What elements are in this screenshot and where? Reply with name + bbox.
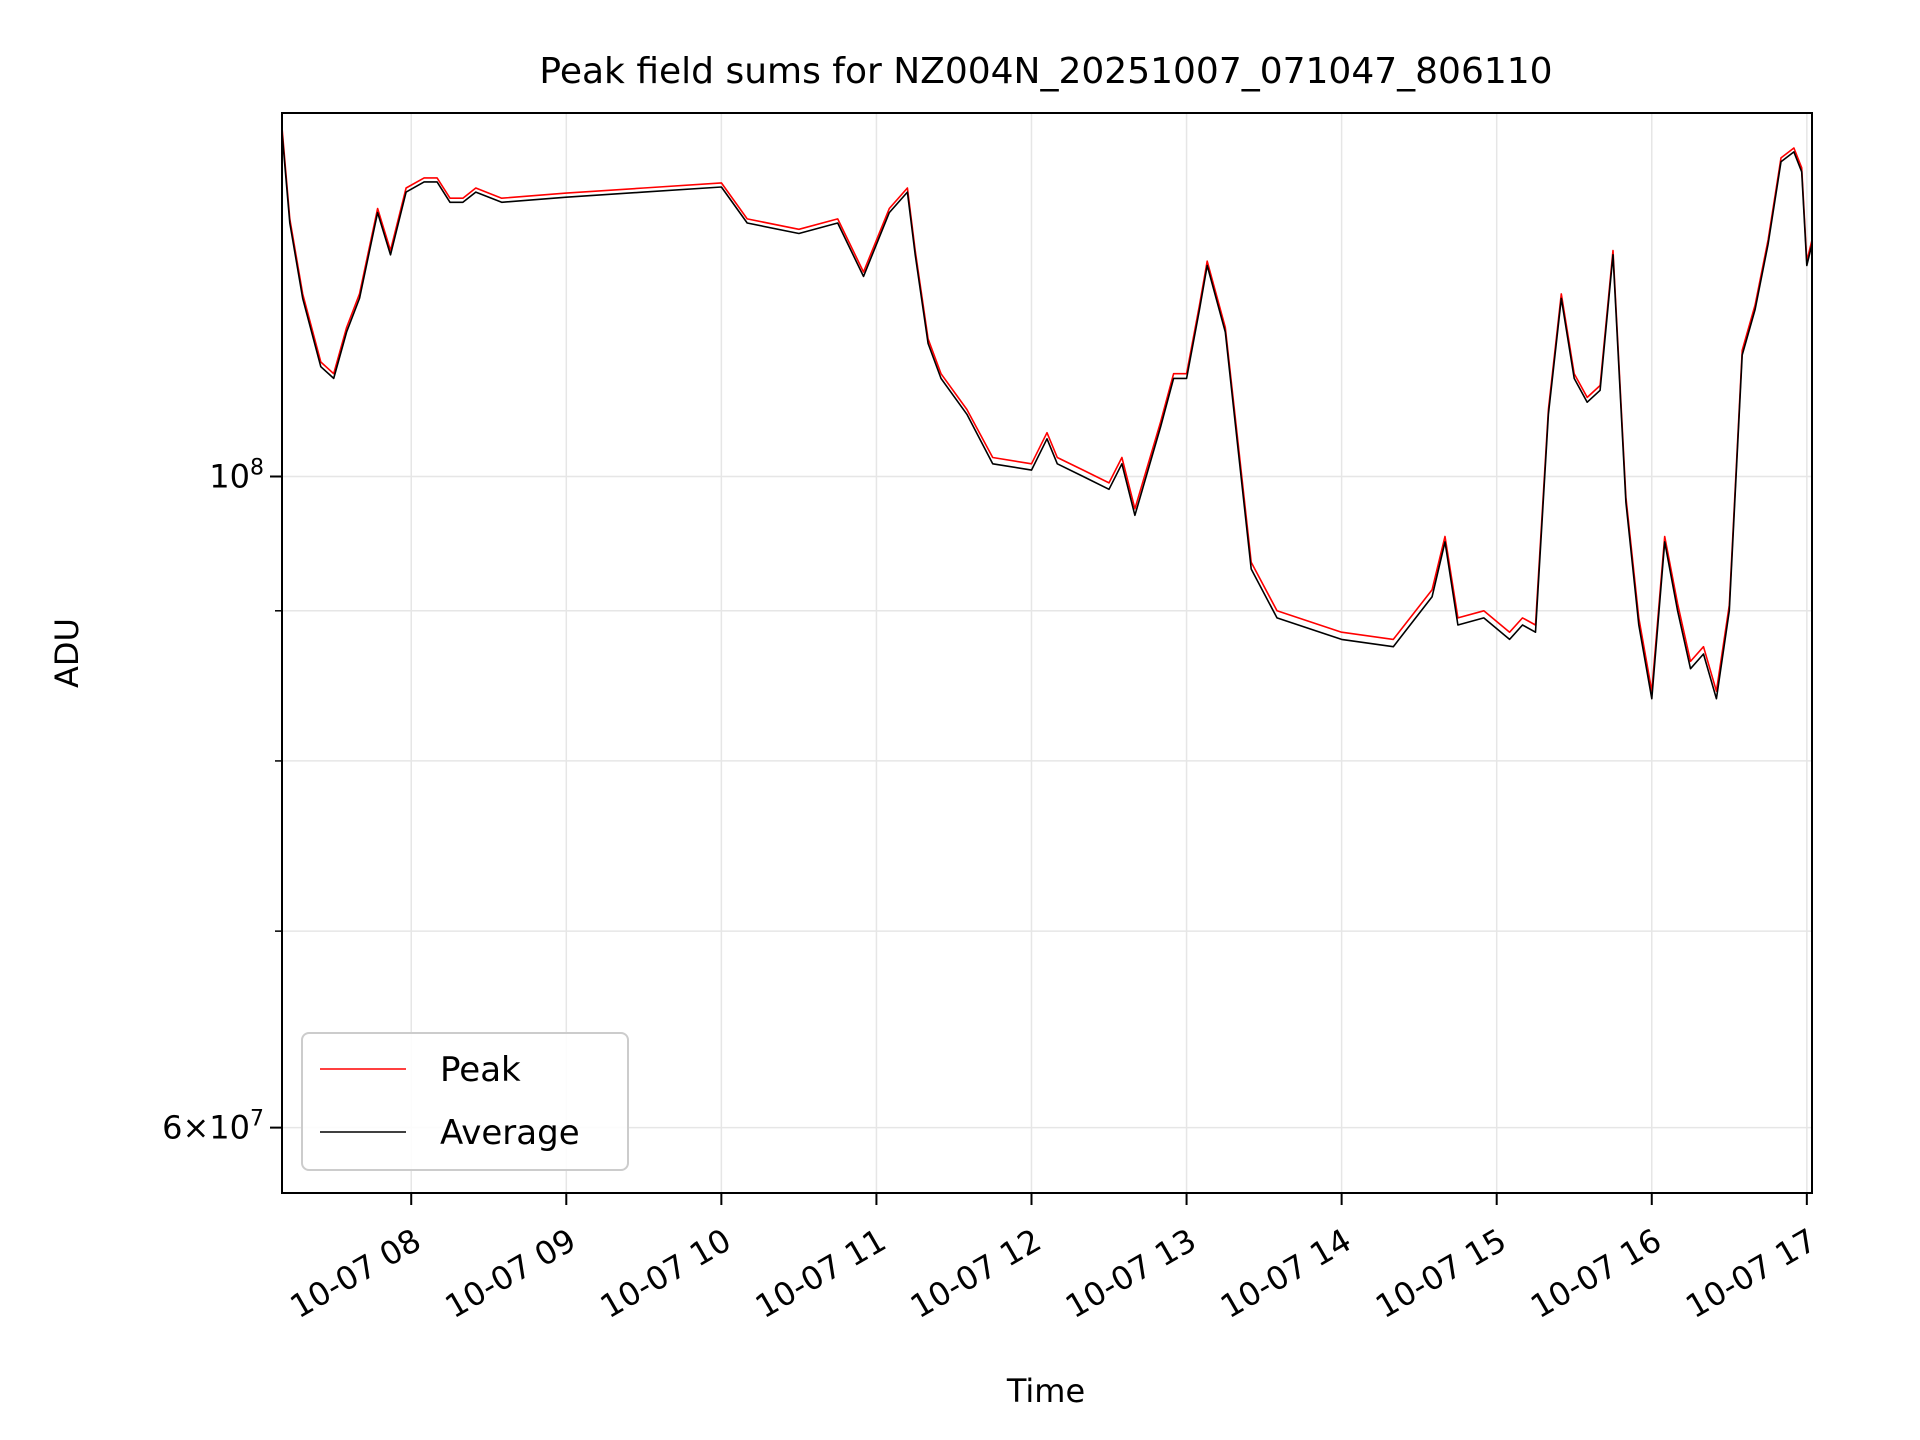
x-tick-label: 10-07 10 bbox=[594, 1221, 738, 1326]
y-tick-label: 108 bbox=[209, 456, 264, 496]
x-tick-label: 10-07 13 bbox=[1059, 1221, 1203, 1326]
y-axis: 6×107 108 bbox=[162, 456, 282, 1147]
x-tick-label: 10-07 16 bbox=[1524, 1221, 1668, 1326]
x-tick-label: 10-07 17 bbox=[1679, 1221, 1823, 1326]
plot-frame bbox=[281, 112, 1813, 1194]
x-tick-label: 10-07 15 bbox=[1369, 1221, 1513, 1326]
x-axis-label: Time bbox=[1006, 1372, 1085, 1410]
x-tick-label: 10-07 14 bbox=[1214, 1221, 1358, 1326]
y-axis-label: ADU bbox=[48, 618, 86, 688]
legend-label-peak: Peak bbox=[440, 1050, 521, 1090]
series-layer bbox=[281, 127, 1813, 700]
legend: Peak Average bbox=[301, 1032, 629, 1171]
legend-label-average: Average bbox=[440, 1113, 580, 1153]
x-axis: 10-07 08 10-07 09 10-07 10 10-07 11 10-07 12… bbox=[284, 1193, 1823, 1326]
y-tick-label: 6×107 bbox=[162, 1107, 264, 1147]
grid bbox=[282, 113, 1812, 1193]
legend-box bbox=[301, 1032, 629, 1171]
x-tick-label: 10-07 11 bbox=[749, 1221, 893, 1326]
x-tick-label: 10-07 08 bbox=[284, 1221, 428, 1326]
x-tick-label: 10-07 12 bbox=[904, 1221, 1048, 1326]
x-tick-label: 10-07 09 bbox=[439, 1221, 583, 1326]
series-line-average bbox=[281, 132, 1813, 700]
chart-title: Peak field sums for NZ004N_20251007_0710… bbox=[539, 51, 1552, 92]
series-line-peak bbox=[281, 127, 1813, 693]
